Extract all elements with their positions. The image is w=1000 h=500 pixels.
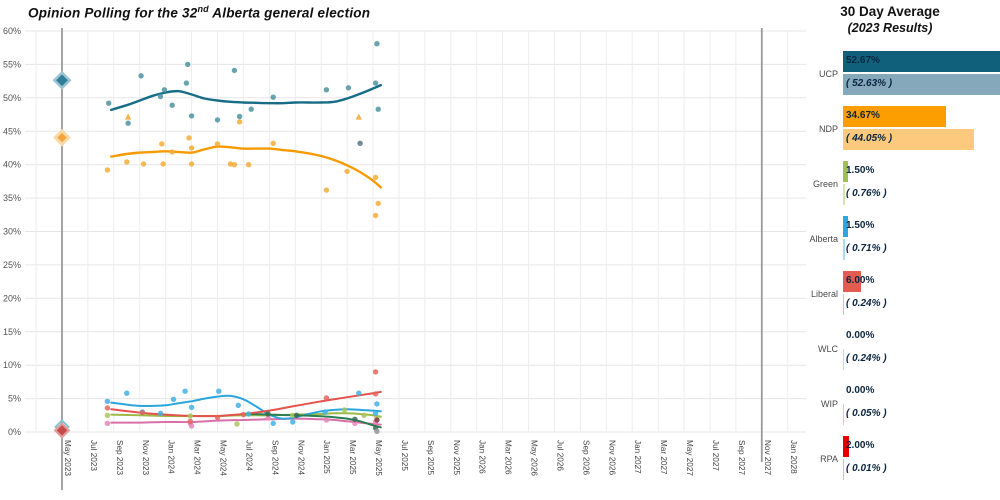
result-bar: [843, 349, 844, 370]
result-value: ( 0.71% ): [846, 243, 887, 254]
svg-text:30%: 30%: [3, 227, 21, 237]
party-bar-group: Liberal 6.00% ( 0.24% ): [800, 270, 1000, 325]
result-value: ( 0.01% ): [846, 463, 887, 474]
svg-text:40%: 40%: [3, 160, 21, 170]
avg-value: 1.50%: [846, 220, 875, 231]
svg-text:Nov 2025: Nov 2025: [452, 440, 461, 475]
avg-value: 1.50%: [846, 165, 875, 176]
svg-text:Nov 2027: Nov 2027: [763, 440, 772, 475]
avg-value: 2.00%: [846, 440, 875, 451]
title-prefix: Opinion Polling for the 32: [28, 5, 198, 21]
svg-text:Jul 2025: Jul 2025: [400, 440, 409, 471]
polling-chart: 0% 5% 10% 15% 20% 25% 30% 35% 40% 45% 50% 55% 60% May…: [3, 26, 806, 490]
result-bar: [843, 459, 844, 480]
svg-text:55%: 55%: [3, 59, 21, 69]
title-suffix: Alberta general election: [208, 5, 371, 21]
panel-subtitle: (2023 Results): [847, 21, 933, 35]
svg-text:Jan 2025: Jan 2025: [322, 440, 331, 474]
svg-text:Nov 2023: Nov 2023: [141, 440, 150, 475]
result-bar: [843, 294, 844, 315]
svg-text:Jul 2023: Jul 2023: [89, 440, 98, 471]
svg-text:0%: 0%: [8, 427, 21, 437]
svg-text:5%: 5%: [8, 394, 21, 404]
avg-bar: [843, 51, 1000, 72]
svg-text:May 2025: May 2025: [374, 440, 383, 476]
svg-text:15%: 15%: [3, 327, 21, 337]
svg-text:Sep 2024: Sep 2024: [270, 440, 279, 476]
result-bar: [843, 184, 846, 205]
avg-bar: [843, 106, 947, 127]
thirty-day-average-panel: 30 Day Average (2023 Results) UCP 52.67% (…: [800, 0, 1000, 500]
svg-text:Sep 2023: Sep 2023: [115, 440, 124, 476]
party-bar-group: WLC 0.00% ( 0.24% ): [800, 325, 1000, 380]
result-bar: [843, 74, 1000, 95]
svg-text:May 2026: May 2026: [530, 440, 539, 476]
party-label: RPA: [820, 454, 838, 464]
party-label: Alberta: [809, 234, 838, 244]
title-superscript: nd: [197, 4, 209, 14]
svg-text:60%: 60%: [3, 26, 21, 36]
svg-text:Jan 2026: Jan 2026: [478, 440, 487, 474]
svg-text:35%: 35%: [3, 193, 21, 203]
svg-text:May 2027: May 2027: [685, 440, 694, 476]
avg-value: 34.67%: [846, 110, 880, 121]
svg-text:Jan 2028: Jan 2028: [789, 440, 798, 474]
avg-value: 0.00%: [846, 330, 875, 341]
avg-value: 52.67%: [846, 55, 880, 66]
svg-text:Mar 2027: Mar 2027: [659, 440, 668, 475]
svg-text:Mar 2025: Mar 2025: [348, 440, 357, 475]
svg-text:Jul 2027: Jul 2027: [711, 440, 720, 471]
party-bar-group: RPA 2.00% ( 0.01% ): [800, 435, 1000, 490]
party-label: Green: [812, 179, 838, 189]
avg-bar: [843, 436, 849, 457]
result-value: ( 0.05% ): [846, 408, 887, 419]
result-value: ( 0.76% ): [846, 188, 887, 199]
svg-text:Sep 2026: Sep 2026: [581, 440, 590, 476]
svg-text:Mar 2026: Mar 2026: [504, 440, 513, 475]
panel-title: 30 Day Average: [840, 4, 940, 19]
svg-text:Nov 2026: Nov 2026: [607, 440, 616, 475]
result-value: ( 0.24% ): [846, 353, 887, 364]
svg-text:May 2023: May 2023: [63, 440, 72, 476]
svg-text:45%: 45%: [3, 126, 21, 136]
result-bar: [843, 404, 844, 425]
svg-text:Sep 2025: Sep 2025: [426, 440, 435, 476]
party-bar-group: NDP 34.67% ( 44.05% ): [800, 105, 1000, 160]
result-value: ( 52.63% ): [846, 78, 893, 89]
party-bar-group: Green 1.50% ( 0.76% ): [800, 160, 1000, 215]
svg-text:Jan 2027: Jan 2027: [633, 440, 642, 474]
page-title: Opinion Polling for the 32nd Alberta gen…: [28, 4, 370, 21]
svg-text:Jul 2026: Jul 2026: [556, 440, 565, 471]
svg-text:Sep 2027: Sep 2027: [737, 440, 746, 476]
party-label: WIP: [821, 399, 838, 409]
avg-value: 0.00%: [846, 385, 875, 396]
svg-text:Jul 2024: Jul 2024: [244, 440, 253, 471]
party-bar-group: UCP 52.67% ( 52.63% ): [800, 50, 1000, 105]
svg-text:Jan 2024: Jan 2024: [167, 440, 176, 474]
svg-text:Mar 2024: Mar 2024: [193, 440, 202, 475]
party-label: NDP: [818, 124, 838, 134]
svg-text:Nov 2024: Nov 2024: [296, 440, 305, 475]
avg-value: 6.00%: [846, 275, 875, 286]
result-value: ( 44.05% ): [846, 133, 893, 144]
party-label: WLC: [818, 344, 838, 354]
party-label: UCP: [818, 69, 838, 79]
result-value: ( 0.24% ): [846, 298, 887, 309]
party-bar-group: Alberta 1.50% ( 0.71% ): [800, 215, 1000, 270]
svg-text:May 2024: May 2024: [219, 440, 228, 476]
result-bar: [843, 129, 975, 150]
svg-text:20%: 20%: [3, 293, 21, 303]
svg-text:50%: 50%: [3, 93, 21, 103]
avg-bar: [843, 216, 848, 237]
svg-text:25%: 25%: [3, 260, 21, 270]
avg-bar: [843, 271, 861, 292]
party-bar-group: WIP 0.00% ( 0.05% ): [800, 380, 1000, 435]
party-label: Liberal: [810, 289, 838, 299]
result-bar: [843, 239, 846, 260]
svg-text:10%: 10%: [3, 360, 21, 370]
avg-bar: [843, 161, 848, 182]
